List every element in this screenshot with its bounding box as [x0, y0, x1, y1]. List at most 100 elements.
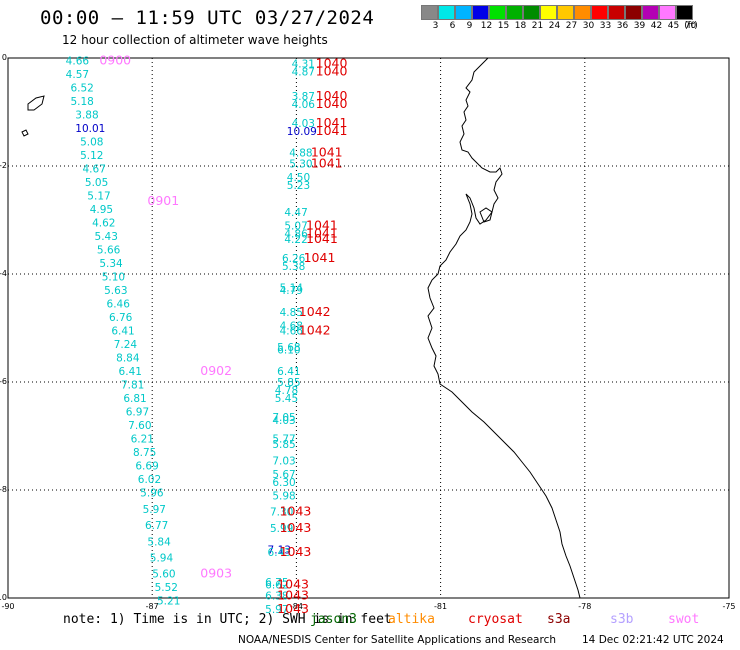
wave-height-label: 5.66: [97, 245, 121, 257]
wave-height-label: 6.43: [268, 547, 291, 559]
wave-height-label: 10.01: [75, 123, 105, 135]
wave-height-label: 5.94: [150, 553, 174, 565]
wave-height-label: 4.66: [66, 56, 90, 68]
legend-swatch: [642, 5, 659, 20]
galapagos-island-coastline: [21, 95, 45, 137]
legend-swatch: [608, 5, 625, 20]
color-legend: 3 6 9 12 15 18 21 24 27 30 33 36 39 42 45 70 (ft): [421, 5, 698, 32]
mission-label-swot: swot: [668, 612, 700, 627]
wave-height-label: 5.45: [275, 393, 298, 405]
legend-bin-label: 33: [599, 21, 612, 31]
legend-swatch: [591, 5, 608, 20]
wave-height-label: 6.76: [109, 312, 133, 324]
lon-tick-label: -75: [722, 602, 735, 611]
wave-height-label: 6.21: [131, 434, 154, 446]
legend-bin-label: 45: [667, 21, 680, 31]
coastline: [21, 57, 581, 599]
legend-bin-label: 18: [514, 21, 527, 31]
pass-time-label: 1042: [299, 304, 331, 319]
lon-tick-label: -87: [146, 602, 159, 611]
wave-height-label: 7.30: [270, 507, 293, 519]
wave-height-label: 4.03: [292, 118, 315, 130]
wave-height-label: 6.41: [119, 366, 142, 378]
legend-bin-label: 9: [466, 21, 473, 31]
wave-height-label: 5.85: [272, 439, 295, 451]
pass-time-label: 1041: [311, 155, 343, 170]
map-frame: [7, 57, 730, 599]
pass-time-label: 0901: [147, 193, 179, 208]
wave-height-label: 3.87: [292, 91, 315, 103]
pass-time-label: 1043: [277, 601, 309, 616]
wave-height-label: 5.85: [277, 377, 300, 389]
lat-tick-label: -4: [0, 269, 7, 278]
wave-height-label: 4.68: [280, 320, 303, 332]
legend-bin-label: 6: [449, 21, 456, 31]
legend-unit: (ft): [684, 21, 698, 31]
pass-time-label: 1041: [316, 115, 348, 130]
pass-time-label: 1040: [316, 88, 348, 103]
map-subtitle: 12 hour collection of altimeter wave hei…: [62, 33, 328, 47]
pass-time-label: 1043: [277, 577, 309, 592]
mission-label-s3b: s3b: [610, 612, 634, 627]
wave-height-label: 5.52: [155, 582, 178, 594]
lon-tick-label: -81: [434, 602, 447, 611]
lon-tick-label: -78: [578, 602, 591, 611]
wave-height-label: 6.41: [111, 326, 134, 338]
pass-time-label: 1041: [311, 145, 343, 160]
wave-height-label: 5.18: [70, 96, 93, 108]
wave-height-label: 5.68: [277, 342, 300, 354]
graticule: [8, 58, 729, 598]
wave-height-label: 5.97: [143, 504, 166, 516]
legend-bin-label: 36: [616, 21, 629, 31]
wave-height-label: 6.46: [107, 299, 131, 311]
wave-height-label: 5.98: [272, 490, 295, 502]
wave-height-label: 6.69: [135, 461, 158, 473]
lat-tick-label: 0: [2, 53, 7, 62]
wave-height-label: 4.85: [280, 307, 303, 319]
wave-height-label: 6.62: [265, 580, 288, 592]
legend-bin-label: 70: [684, 21, 697, 31]
pass-time-label: 1041: [304, 250, 336, 265]
wave-height-label: 6.52: [70, 83, 93, 95]
legend-swatch: [438, 5, 455, 20]
mission-label-cryosat: cryosat: [468, 612, 523, 627]
wave-height-label: 5.97: [265, 604, 288, 616]
wave-height-label: 4.50: [287, 172, 310, 184]
wave-height-label: 6.77: [145, 520, 168, 532]
wave-height-label: 4.62: [92, 218, 115, 230]
pass-time-label: 0900: [99, 53, 131, 68]
pass-time-label: 0903: [200, 566, 232, 581]
legend-swatch: [472, 5, 489, 20]
legend-swatch: [557, 5, 574, 20]
wave-height-label: 4.86: [284, 229, 308, 241]
latitude-axis: 0 -2 -4 -6 -8 -10: [0, 53, 7, 602]
pass-time-label: 0902: [200, 363, 232, 378]
wave-height-label: 7.05: [272, 412, 295, 424]
legend-swatch: [523, 5, 540, 20]
wave-height-label: 4.03: [272, 415, 295, 427]
wave-height-label: 5.30: [289, 158, 312, 170]
wave-height-label: 5.07: [284, 220, 307, 232]
wave-height-label: 4.78: [275, 385, 298, 397]
legend-swatch: [574, 5, 591, 20]
legend-swatch: [625, 5, 642, 20]
legend-swatch: [659, 5, 676, 20]
pass-time-label: 1041: [306, 217, 338, 232]
wave-height-label: 4.88: [289, 148, 312, 160]
wave-height-label: 5.10: [102, 272, 125, 284]
mission-label-altika: altika: [388, 612, 435, 627]
wave-height-label: 10.09: [287, 126, 317, 138]
wave-height-label: 5.17: [87, 191, 110, 203]
observation-marks: 4.664.576.525.183.8810.015.085.124.675.0…: [66, 53, 348, 616]
gulf-island-coastline: [479, 207, 493, 223]
legend-bin-label: 30: [582, 21, 595, 31]
legend-bin-label: 15: [497, 21, 510, 31]
lat-tick-label: -10: [0, 593, 7, 602]
wave-height-label: 4.47: [284, 207, 307, 219]
wave-height-label: 7.60: [128, 420, 151, 432]
wave-height-label: 4.57: [66, 69, 89, 81]
wave-height-label: 5.63: [104, 285, 127, 297]
wave-height-label: 4.66: [280, 326, 304, 338]
pass-time-label: 1043: [280, 544, 312, 559]
pass-time-label: 1043: [277, 587, 309, 602]
